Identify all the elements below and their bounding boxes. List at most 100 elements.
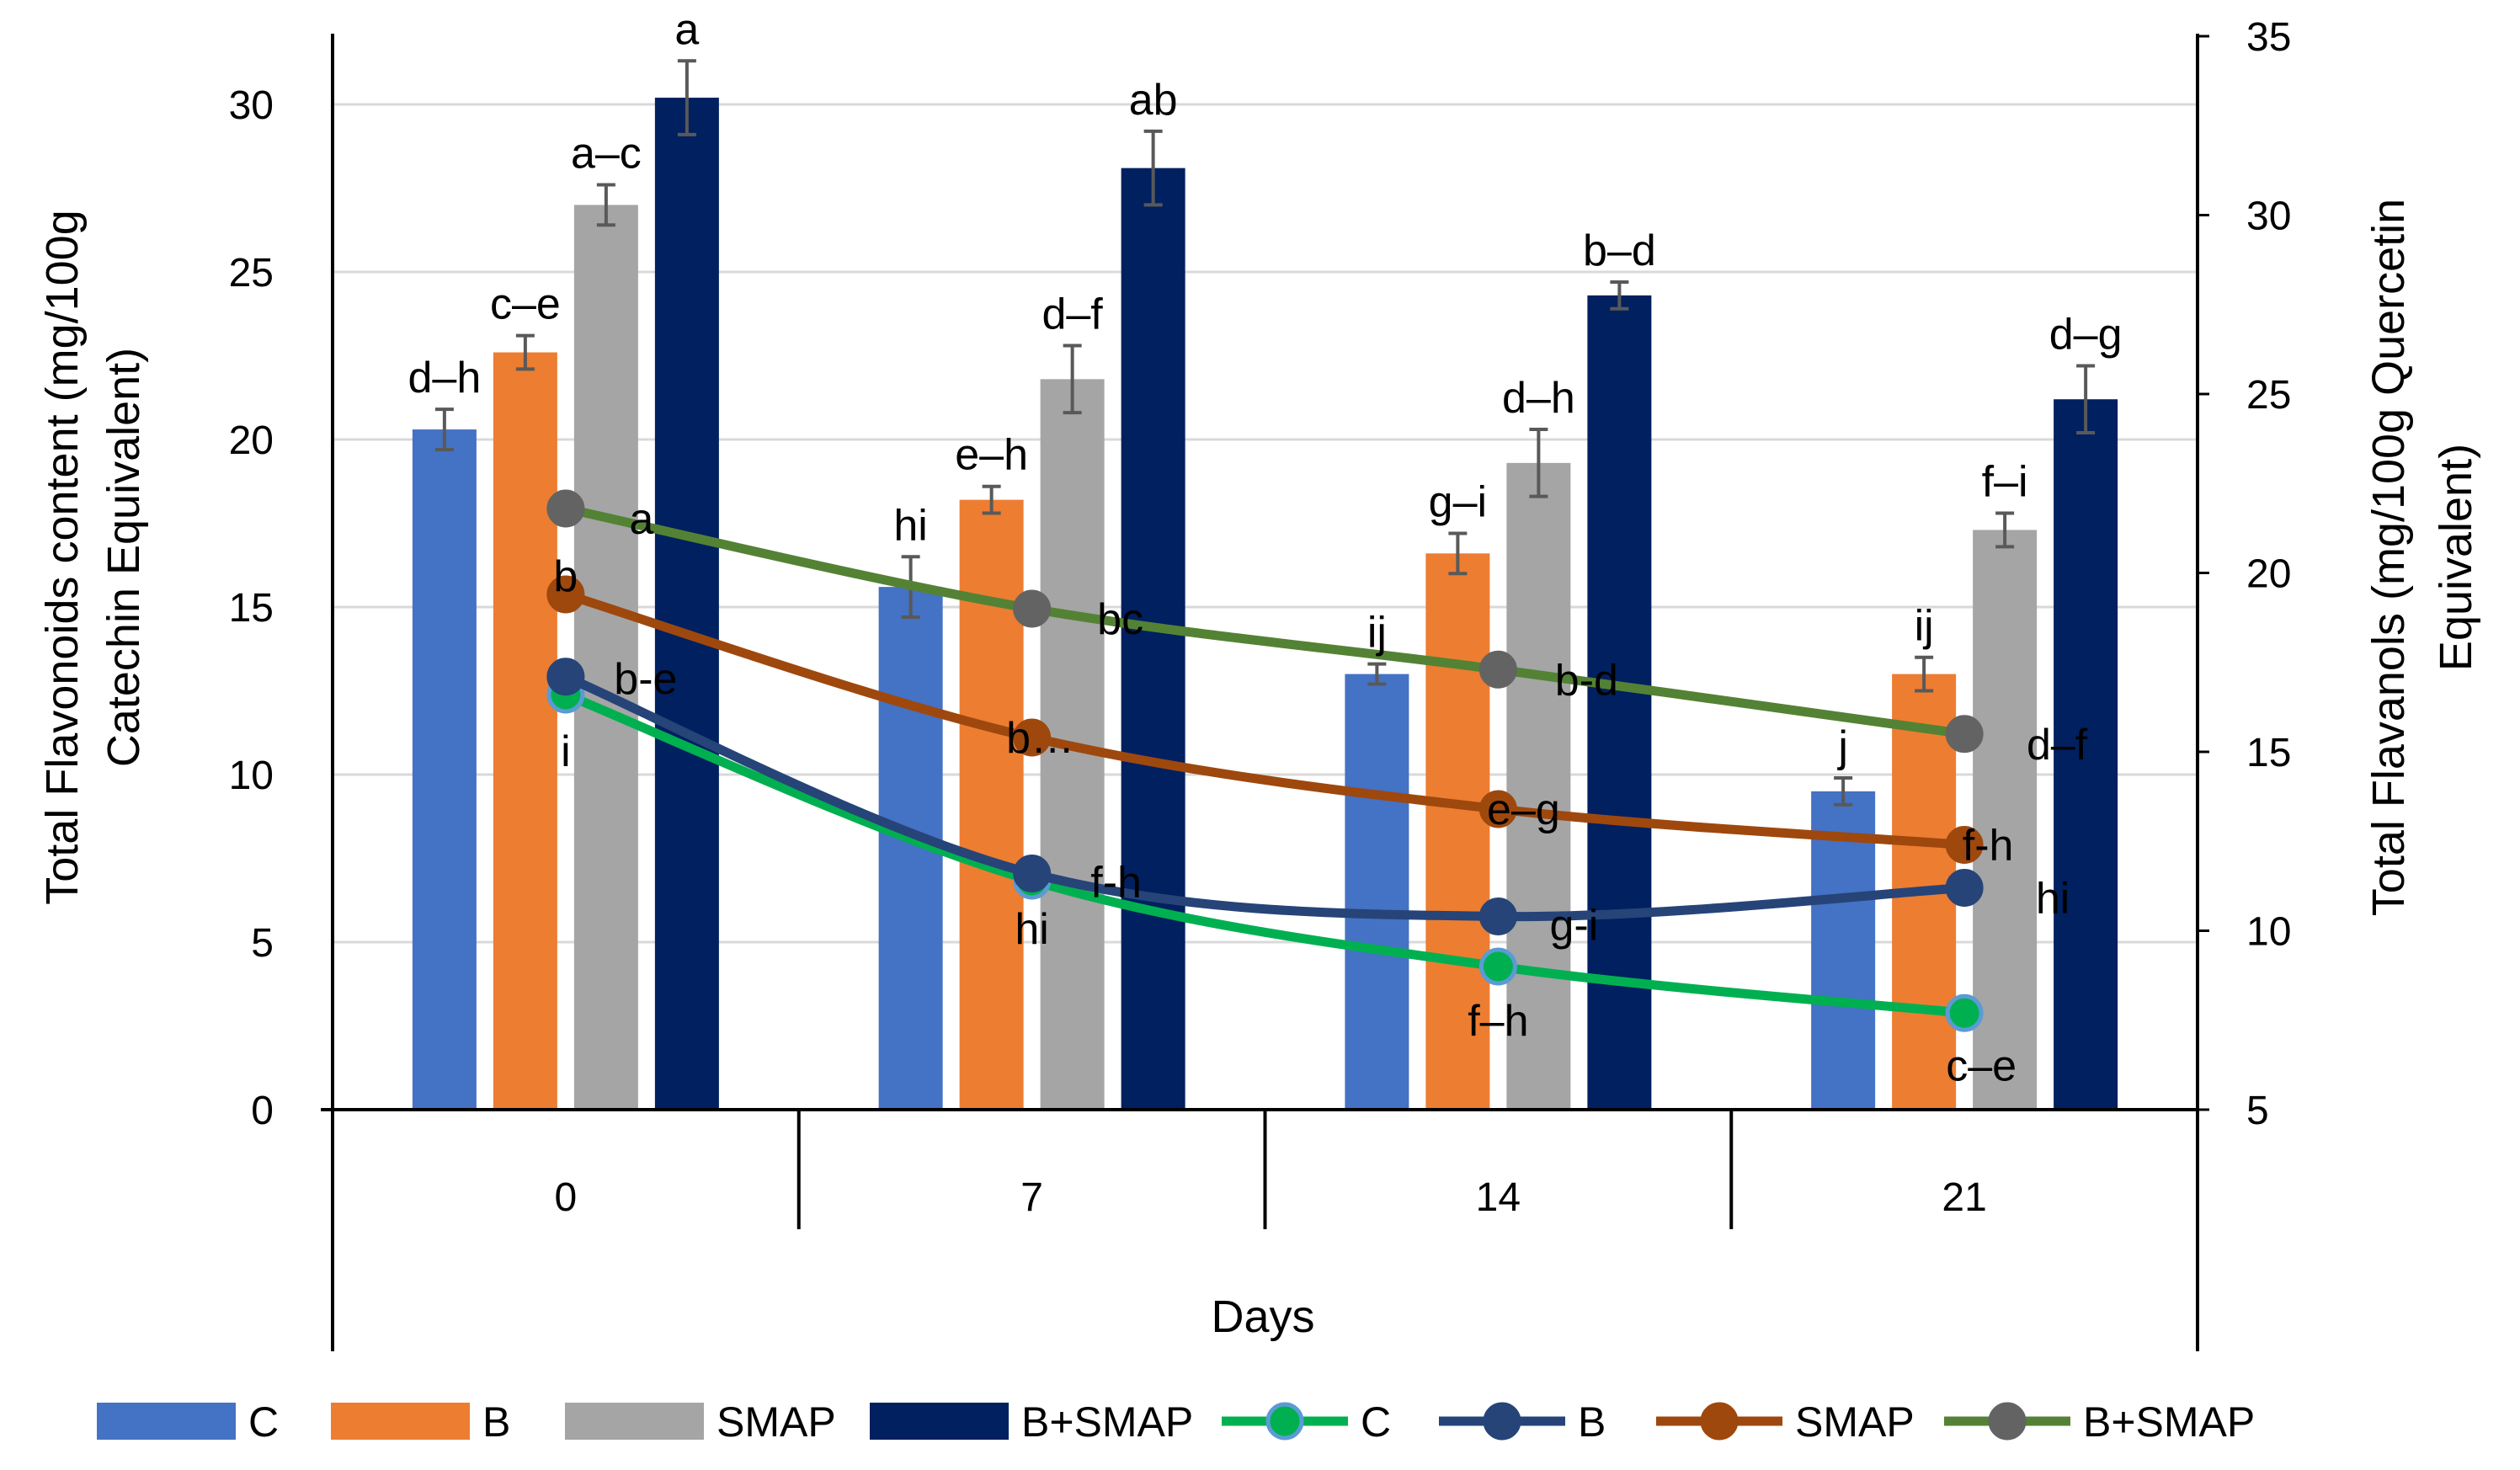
- line-point: [1945, 869, 1984, 907]
- legend-marker: [1483, 1402, 1521, 1441]
- line-point: [546, 489, 585, 528]
- legend-label: B: [1578, 1398, 1606, 1446]
- y-left-axis-title-line1: Total Flavonoids content (mg/100g: [37, 210, 88, 904]
- legend-label: SMAP: [1795, 1398, 1915, 1446]
- bar-significance-label: d–h: [408, 354, 481, 402]
- y-left-tick-label: 25: [229, 251, 274, 296]
- axes: 0 5 10 15 20 25 30 5 10 15 20 25 30 35 0 7 14 21: [229, 15, 2291, 1351]
- bar-smap-day-21: [1973, 530, 2038, 1110]
- bar-b-day-0: [493, 352, 557, 1110]
- line-point: [546, 575, 585, 614]
- y-left-tick-label: 5: [251, 921, 274, 966]
- bar-b-day-7: [959, 499, 1024, 1110]
- bar-b-plus-smap-day-0: [654, 98, 719, 1110]
- legend-label: B+SMAP: [1021, 1398, 1193, 1446]
- error-bar: [1995, 511, 2015, 549]
- line-significance-label: bc: [1097, 595, 1143, 644]
- line-significance-label: f-h: [1090, 859, 1142, 908]
- error-bar: [1915, 655, 1934, 693]
- line-point: [1478, 790, 1517, 828]
- bar-b-plus-smap-day-14: [1587, 295, 1652, 1110]
- y-right-axis-title-line2: Equivalent): [2431, 444, 2481, 671]
- error-bar: [1610, 280, 1629, 311]
- error-bar: [1063, 344, 1082, 415]
- bar-smap-day-14: [1506, 462, 1571, 1110]
- y-right-tick-label: 25: [2246, 373, 2291, 418]
- line-significance-label: hi: [1015, 905, 1048, 954]
- line-significance-label: f–h: [1468, 997, 1528, 1046]
- axis-lines: [321, 34, 2199, 1351]
- x-tick-label: 21: [1942, 1175, 1986, 1220]
- line-significance-label: hi: [2036, 875, 2070, 924]
- y-right-tick-label: 10: [2246, 910, 2291, 955]
- bar-significance-label: f–i: [1982, 458, 2028, 507]
- legend-label: C: [1361, 1398, 1391, 1446]
- error-bar: [1529, 428, 1548, 498]
- legend-label: SMAP: [717, 1398, 836, 1446]
- legend-swatch: [331, 1403, 470, 1440]
- line-point: [1478, 947, 1517, 986]
- gridlines: [333, 103, 2198, 944]
- bar-significance-label: b–d: [1583, 226, 1656, 275]
- line-significance-label: f-h: [1963, 822, 2014, 871]
- bar-c-day-14: [1345, 674, 1409, 1110]
- line-significance-label: d–f: [2027, 721, 2088, 770]
- y-left-tick-label: 10: [229, 754, 274, 798]
- line-significance-label: b: [553, 552, 578, 601]
- legend-entry: B: [1439, 1398, 1606, 1446]
- legend-label: C: [248, 1398, 279, 1446]
- bar-significance-label: g–i: [1429, 477, 1487, 526]
- legend-entry: C: [97, 1398, 279, 1446]
- bar-significance-label: ij: [1367, 609, 1387, 658]
- line-point: [1945, 826, 1984, 864]
- error-bar: [677, 59, 696, 136]
- legend-entry: B+SMAP: [1944, 1398, 2255, 1446]
- line-significance-label: b-d: [1555, 656, 1618, 705]
- legend: C B SMAP B+SMAP C B SMAP B+SMAP: [97, 1398, 2255, 1446]
- bar-significance-label: e–h: [955, 431, 1028, 480]
- bar-significance-label: c–e: [490, 280, 561, 329]
- legend-marker: [1265, 1402, 1304, 1441]
- y-right-tick-label: 5: [2246, 1089, 2269, 1133]
- y-right-tick-label: 20: [2246, 552, 2291, 597]
- bar-significance-label: hi: [893, 501, 927, 550]
- line-point: [1013, 718, 1052, 757]
- error-bar: [515, 333, 535, 371]
- line-point: [1478, 650, 1517, 689]
- bar-smap-day-0: [573, 205, 638, 1110]
- line-significance-label: b-e: [614, 655, 677, 704]
- legend-marker: [1988, 1402, 2027, 1441]
- line-significance-label: b…: [1006, 714, 1074, 763]
- x-tick-label: 14: [1476, 1175, 1521, 1220]
- y-left-tick-label: 15: [229, 586, 274, 631]
- error-bar: [434, 407, 454, 451]
- line-point: [1945, 715, 1984, 754]
- bar-c-day-21: [1811, 791, 1876, 1110]
- y-left-axis-title-line2: Catechin Equivalent): [99, 348, 149, 767]
- x-tick-label: 7: [1020, 1175, 1043, 1220]
- error-bar: [982, 484, 1001, 515]
- bar-b-plus-smap-day-7: [1121, 168, 1185, 1110]
- line-c: [561, 690, 1969, 1018]
- line-smap: [561, 589, 1969, 850]
- significance-labels: d–hhiijjc–ee–hg–iija–cd–fd–hf–iaabb–dd–g…: [408, 5, 2122, 1090]
- bar-significance-label: a–c: [571, 130, 642, 178]
- legend-entry: C: [1222, 1398, 1391, 1446]
- line-point: [1013, 589, 1052, 628]
- legend-label: B+SMAP: [2083, 1398, 2255, 1446]
- y-right-axis-title-line1: Total Flavanols (mg/100g Quercetin: [2363, 199, 2414, 916]
- error-bar: [1143, 129, 1163, 207]
- y-right-tick-label: 35: [2246, 15, 2291, 60]
- bar-significance-label: ab: [1129, 76, 1178, 125]
- error-bar: [1448, 531, 1468, 576]
- bar-significance-label: ij: [1915, 602, 1934, 651]
- y-left-tick-label: 20: [229, 418, 274, 463]
- line-significance-label: i: [561, 727, 571, 776]
- line-significance-label: c–e: [1946, 1041, 2017, 1090]
- legend-marker: [1700, 1402, 1739, 1441]
- bar-significance-label: d–h: [1502, 374, 1575, 423]
- error-bar: [1367, 662, 1387, 686]
- error-bar: [2076, 364, 2096, 435]
- bar-layer: [412, 59, 2118, 1110]
